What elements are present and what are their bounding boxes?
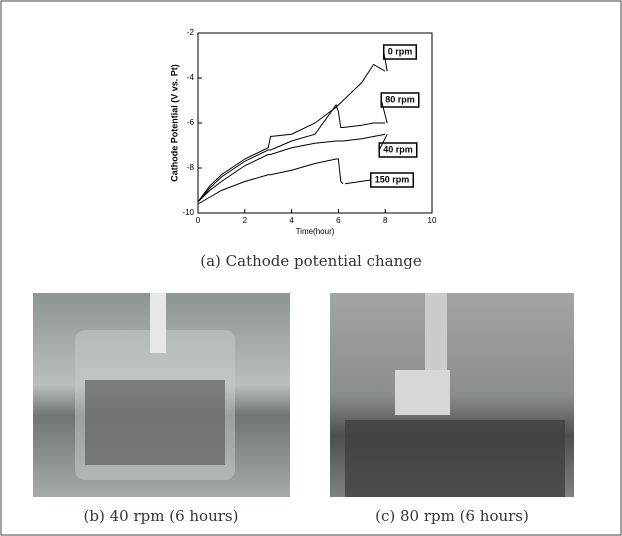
caption: (c) 80 rpm (6 hours): [375, 507, 529, 525]
caption: (b) 40 rpm (6 hours): [84, 507, 239, 525]
y-tick-label: -10: [182, 208, 194, 217]
series-label: 150 rpm: [375, 174, 410, 184]
x-tick-label: 0: [196, 216, 201, 225]
y-tick-label: -6: [187, 118, 195, 127]
series-line: [197, 133, 386, 203]
label-arrow: [378, 134, 388, 151]
series-line: [197, 63, 386, 203]
x-tick-label: 4: [289, 216, 294, 225]
caption: (a) Cathode potential change: [200, 252, 422, 270]
label-arrow: [383, 51, 388, 72]
x-tick-label: 8: [383, 216, 388, 225]
series-label: 80 rpm: [385, 94, 415, 104]
y-tick-label: -2: [187, 28, 195, 37]
y-axis-label: Cathode Potential (V vs. Pt): [169, 64, 179, 182]
photo: [33, 293, 290, 497]
x-tick-label: 10: [428, 216, 437, 225]
y-tick-label: -4: [187, 73, 195, 82]
series-label: 0 rpm: [388, 46, 413, 56]
label-arrow: [345, 179, 371, 185]
y-tick-label: -8: [187, 163, 195, 172]
series-label: 40 rpm: [383, 144, 413, 154]
x-tick-label: 2: [243, 216, 248, 225]
label-arrow: [380, 99, 388, 124]
series-line: [197, 103, 386, 203]
series-line: [197, 158, 344, 205]
x-tick-label: 6: [336, 216, 341, 225]
photo: [330, 293, 574, 497]
x-axis-label: Time(hour): [296, 227, 335, 236]
